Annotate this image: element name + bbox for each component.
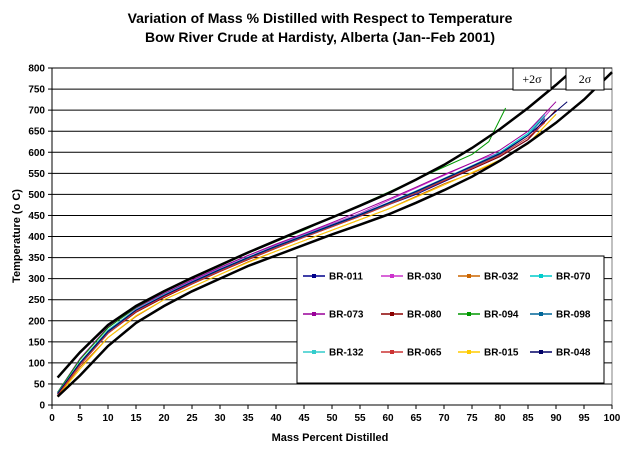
legend-label-br-032: BR-032 — [484, 272, 519, 283]
legend-marker-br-048 — [539, 350, 543, 354]
x-tick-label: 70 — [438, 413, 450, 424]
legend-label-br-073: BR-073 — [329, 310, 364, 321]
limit-line-plus — [56, 69, 574, 379]
legend-label-br-015: BR-015 — [484, 348, 519, 359]
x-tick-label: 50 — [326, 413, 338, 424]
x-tick-label: 60 — [382, 413, 394, 424]
y-tick-label: 300 — [28, 274, 45, 285]
series-line-br-073 — [57, 101, 557, 393]
annotation-box — [512, 67, 552, 91]
y-tick-label: 350 — [28, 253, 45, 264]
y-tick-label: 450 — [28, 211, 45, 222]
legend-label-br-011: BR-011 — [329, 272, 363, 283]
legend-marker-br-098 — [539, 312, 543, 316]
y-tick-label: 100 — [28, 358, 45, 369]
legend-marker-br-065 — [390, 350, 394, 354]
legend-marker-br-030 — [390, 274, 394, 278]
x-tick-label: 0 — [49, 413, 55, 424]
series-layer — [57, 101, 568, 397]
limit-line-minus — [56, 71, 613, 398]
x-tick-label: 40 — [270, 413, 282, 424]
y-tick-label: 500 — [28, 190, 45, 201]
annotation-label: 2σ — [579, 72, 592, 86]
x-tick-label: 90 — [550, 413, 562, 424]
x-tick-labels: 0 5 10 15 20 25 30 35 40 45 50 55 60 65 70 75 80 85 90 95 10… — [49, 413, 621, 424]
x-tick-label: 30 — [214, 413, 226, 424]
series-line-br-015 — [57, 113, 557, 397]
limit-annotations: +2σ 2σ — [512, 67, 605, 91]
x-tick-label: 20 — [158, 413, 170, 424]
y-tick-label: 650 — [28, 127, 45, 138]
y-tick-label: 50 — [34, 379, 46, 390]
x-tick-label: 10 — [102, 413, 114, 424]
x-tick-label: 85 — [522, 413, 534, 424]
legend-marker-br-015 — [467, 350, 471, 354]
legend-marker-br-132 — [312, 350, 316, 354]
legend-label-br-030: BR-030 — [407, 272, 442, 283]
x-tick-label: 65 — [410, 413, 422, 424]
y-tick-label: 150 — [28, 337, 45, 348]
annotation-box — [565, 67, 605, 91]
legend-label-br-132: BR-132 — [329, 348, 364, 359]
legend-marker-br-032 — [467, 274, 471, 278]
legend-marker-br-073 — [312, 312, 316, 316]
y-axis-label: Temperature (o C) — [11, 189, 23, 283]
legend-label-br-048: BR-048 — [556, 348, 591, 359]
x-tick-label: 75 — [466, 413, 478, 424]
x-tick-label: 55 — [354, 413, 366, 424]
legend-marker-br-011 — [312, 274, 316, 278]
series-line-br-048 — [57, 101, 568, 394]
series-line-br-065 — [57, 122, 546, 395]
y-tick-label: 600 — [28, 148, 45, 159]
legend-box — [296, 255, 605, 384]
legend-label-br-070: BR-070 — [556, 272, 591, 283]
annotation-label: +2σ — [522, 72, 542, 86]
x-tick-label: 95 — [578, 413, 590, 424]
x-tick-label: 80 — [494, 413, 506, 424]
legend-marker-br-070 — [539, 274, 543, 278]
y-tick-label: 0 — [39, 401, 45, 412]
axes — [48, 67, 613, 409]
legend-marker-br-094 — [467, 312, 471, 316]
legend-label-br-080: BR-080 — [407, 310, 442, 321]
chart-subtitle: Bow River Crude at Hardisty, Alberta (Ja… — [145, 29, 495, 45]
y-tick-label: 200 — [28, 316, 45, 327]
legend-label-br-094: BR-094 — [484, 310, 519, 321]
x-tick-label: 15 — [130, 413, 142, 424]
x-tick-label: 100 — [604, 413, 621, 424]
y-tick-labels: 0 50 100 150 200 250 300 350 400 450 500 550 600 650 7… — [28, 64, 45, 412]
y-tick-label: 750 — [28, 85, 45, 96]
x-tick-label: 25 — [186, 413, 198, 424]
y-tick-label: 400 — [28, 232, 45, 243]
legend: BR-011 BR-030 BR-032 BR-070 BR-073 BR-080 BR-0… — [296, 255, 605, 384]
x-tick-label: 5 — [77, 413, 83, 424]
y-tick-label: 550 — [28, 169, 45, 180]
y-tick-label: 250 — [28, 295, 45, 306]
x-tick-label: 35 — [242, 413, 254, 424]
legend-label-br-098: BR-098 — [556, 310, 591, 321]
x-tick-label: 45 — [298, 413, 310, 424]
legend-marker-br-080 — [390, 312, 394, 316]
limits-layer — [56, 69, 613, 398]
y-tick-label: 800 — [28, 64, 45, 75]
chart-title: Variation of Mass % Distilled with Respe… — [128, 10, 513, 26]
x-axis-label: Mass Percent Distilled — [272, 432, 389, 444]
legend-label-br-065: BR-065 — [407, 348, 442, 359]
y-tick-label: 700 — [28, 106, 45, 117]
